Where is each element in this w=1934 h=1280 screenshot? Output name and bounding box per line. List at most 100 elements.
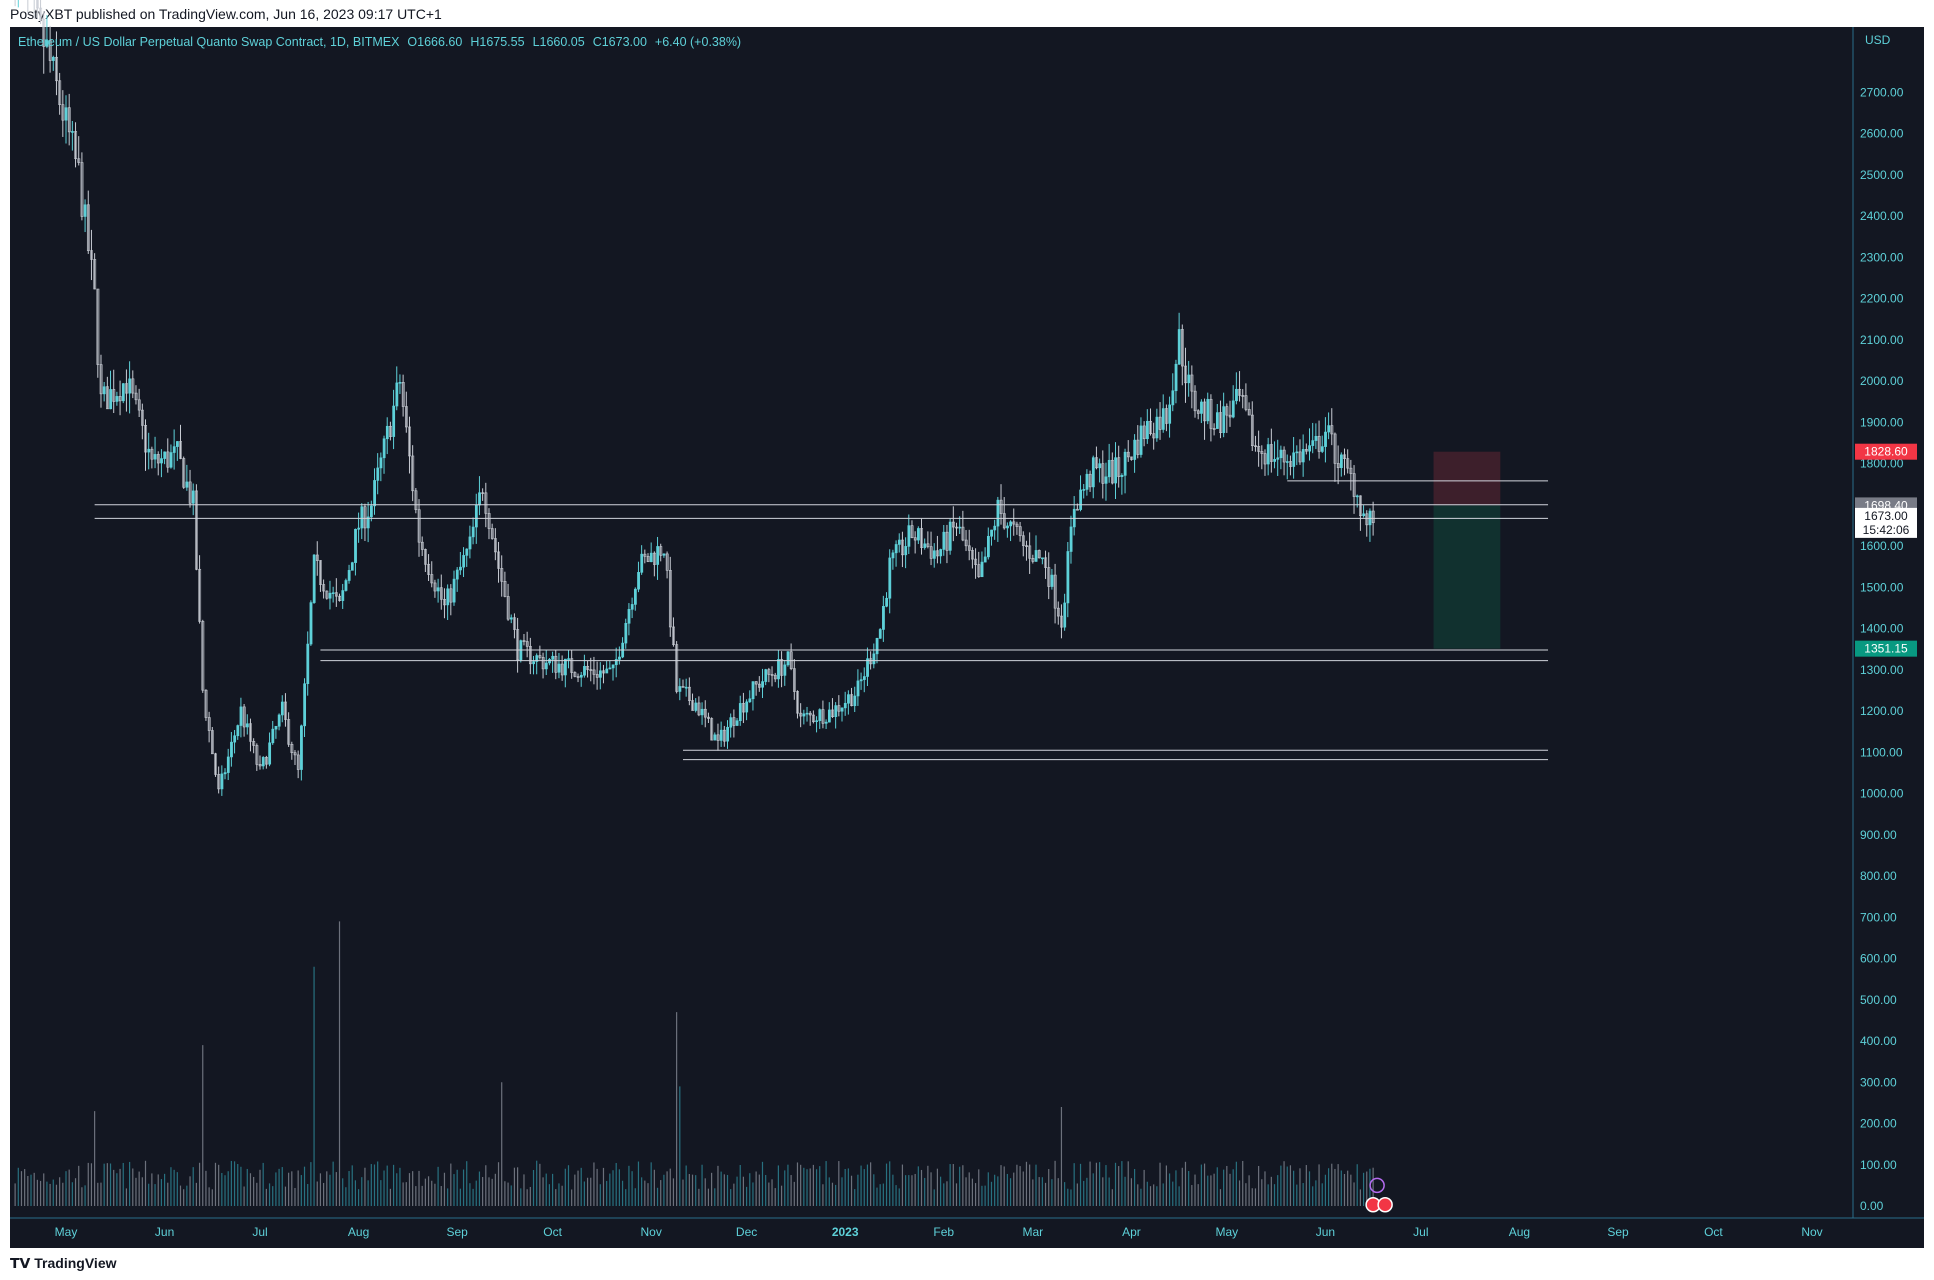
- candle-body: [1333, 433, 1337, 464]
- candle-body: [503, 581, 507, 597]
- candle-body: [236, 725, 240, 737]
- candle-body: [1327, 425, 1331, 433]
- candle-body: [347, 570, 351, 581]
- candle-body: [993, 525, 997, 531]
- candle-body: [1244, 395, 1248, 410]
- candle-body: [370, 505, 373, 518]
- candle-body: [929, 546, 933, 559]
- candle-body: [106, 386, 109, 410]
- horizontal-levels: [94, 480, 1549, 761]
- candle-body: [758, 683, 761, 688]
- candle-body: [513, 617, 516, 630]
- candle-body: [529, 646, 532, 665]
- price-tick-label: 800.00: [1860, 869, 1897, 883]
- candle-body: [312, 554, 316, 603]
- candle-body: [792, 668, 796, 692]
- candle-body: [1209, 398, 1213, 429]
- time-tick-label: Dec: [736, 1225, 757, 1239]
- candle-body: [420, 541, 424, 550]
- lightning-icon: [1369, 1177, 1385, 1194]
- time-tick-label: Oct: [1704, 1225, 1723, 1239]
- candle-body: [220, 773, 224, 790]
- tradingview-logo[interactable]: 𝗧𝗩 TradingView: [10, 1255, 117, 1272]
- candle-body: [245, 723, 249, 728]
- candle-body: [1168, 404, 1172, 424]
- candle-body: [1171, 390, 1175, 406]
- candle-body: [328, 592, 332, 599]
- candle-body: [1021, 535, 1025, 546]
- candle-body: [1187, 374, 1191, 384]
- candle-body: [204, 689, 208, 718]
- candle-body: [961, 526, 965, 541]
- candle-body: [967, 545, 971, 551]
- candle-body: [630, 604, 634, 610]
- target-price-tag: 1351.15: [1864, 642, 1908, 656]
- candle-body: [1031, 558, 1035, 562]
- candle-body: [668, 570, 672, 628]
- candle-body: [166, 451, 170, 468]
- candle-body: [156, 454, 160, 464]
- candle-body: [274, 725, 278, 730]
- candle-body: [233, 735, 237, 743]
- candle-body: [1292, 452, 1296, 467]
- candle-body: [1012, 521, 1016, 525]
- tradingview-logo-text: TradingView: [34, 1255, 117, 1271]
- candle-body: [1212, 428, 1216, 430]
- candle-body: [684, 686, 688, 689]
- candle-body: [51, 56, 55, 61]
- candle-body: [665, 553, 669, 571]
- candle-body: [1034, 550, 1038, 562]
- candle-body: [516, 629, 520, 661]
- time-tick-label: Aug: [1509, 1225, 1530, 1239]
- candle-body: [1206, 398, 1210, 422]
- legend-symbol[interactable]: Ethereum / US Dollar Perpetual Quanto Sw…: [18, 35, 400, 49]
- candle-body: [163, 451, 167, 459]
- candle-body: [265, 757, 268, 765]
- candle-body: [1152, 433, 1156, 439]
- time-tick-label: Jun: [155, 1225, 174, 1239]
- candle-body: [1155, 416, 1159, 439]
- candle-body: [465, 548, 469, 556]
- candle-body: [77, 158, 81, 163]
- candle-body: [71, 131, 74, 133]
- candle-body: [608, 667, 612, 670]
- candle-body: [891, 552, 895, 559]
- candle-body: [796, 691, 799, 714]
- candle-body: [872, 653, 876, 665]
- candle-body: [1123, 451, 1127, 476]
- candle-body: [691, 700, 695, 711]
- candle-body: [449, 588, 453, 603]
- candle-body: [176, 441, 179, 447]
- candle-body: [538, 655, 542, 658]
- candle-body: [570, 658, 574, 673]
- candle-body: [1190, 374, 1194, 392]
- candle-body: [300, 725, 303, 770]
- time-tick-label: Oct: [543, 1225, 562, 1239]
- price-axis[interactable]: 2700.00 2600.00 2500.00 2400.00 2300.00 2200.…: [1860, 85, 1904, 1213]
- candle-body: [1047, 567, 1051, 587]
- candle-body: [1200, 401, 1203, 414]
- price-tick-label: 0.00: [1860, 1199, 1884, 1213]
- candle-body: [672, 626, 675, 645]
- candle-body: [478, 492, 481, 506]
- candle-body: [850, 694, 854, 707]
- candle-body: [185, 481, 189, 488]
- time-axis[interactable]: May Jun Jul Aug Sep Oct Nov Dec 2023 Feb Mar Apr May…: [55, 1225, 1823, 1239]
- chart-legend: Ethereum / US Dollar Perpetual Quanto Sw…: [18, 35, 749, 49]
- candle-body: [729, 717, 733, 728]
- candle-body: [1146, 420, 1149, 440]
- candle-body: [303, 683, 307, 727]
- candle-body: [459, 566, 462, 571]
- candle-body: [808, 712, 812, 716]
- candle-body: [1091, 457, 1095, 488]
- candle-body: [598, 670, 602, 678]
- candle-body: [897, 539, 901, 545]
- candle-body: [1215, 412, 1219, 429]
- candle-body: [840, 707, 844, 712]
- candle-body: [745, 701, 749, 713]
- candle-body: [424, 549, 427, 565]
- candle-body: [882, 605, 885, 630]
- candle-body: [936, 550, 939, 557]
- candle-body: [80, 162, 84, 217]
